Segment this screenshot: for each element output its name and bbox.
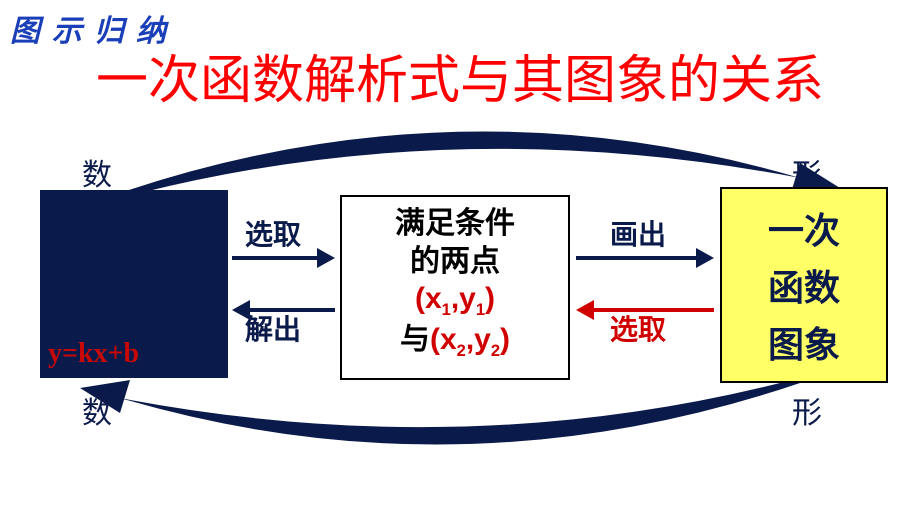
condition-line2: 的两点 (342, 243, 568, 281)
label-select-2: 选取 (610, 308, 666, 348)
graph-line1: 一次 (722, 202, 886, 254)
equation-text: y=kx+b (48, 338, 139, 370)
point1: (x1,y1) (342, 280, 568, 321)
graph-box: 一次 函数 图象 (720, 187, 888, 383)
condition-line1: 满足条件 (342, 205, 568, 243)
label-bottom-right: 形 (792, 388, 822, 432)
condition-box: 满足条件 的两点 (x1,y1) 与(x2,y2) (340, 195, 570, 380)
label-draw: 画出 (610, 213, 666, 253)
label-select-1: 选取 (245, 213, 301, 253)
equation-box: y=kx+b (40, 190, 228, 378)
bottom-arc-arrow (0, 378, 920, 478)
label-solve: 解出 (245, 308, 301, 348)
top-arc-arrow (0, 98, 920, 198)
graph-line2: 函数 (722, 259, 886, 311)
label-top-left: 数 (82, 150, 112, 194)
graph-line3: 图象 (722, 316, 886, 368)
point2-line: 与(x2,y2) (342, 321, 568, 362)
label-bottom-left: 数 (82, 388, 112, 432)
main-title: 一次函数解析式与其图象的关系 (0, 38, 920, 113)
